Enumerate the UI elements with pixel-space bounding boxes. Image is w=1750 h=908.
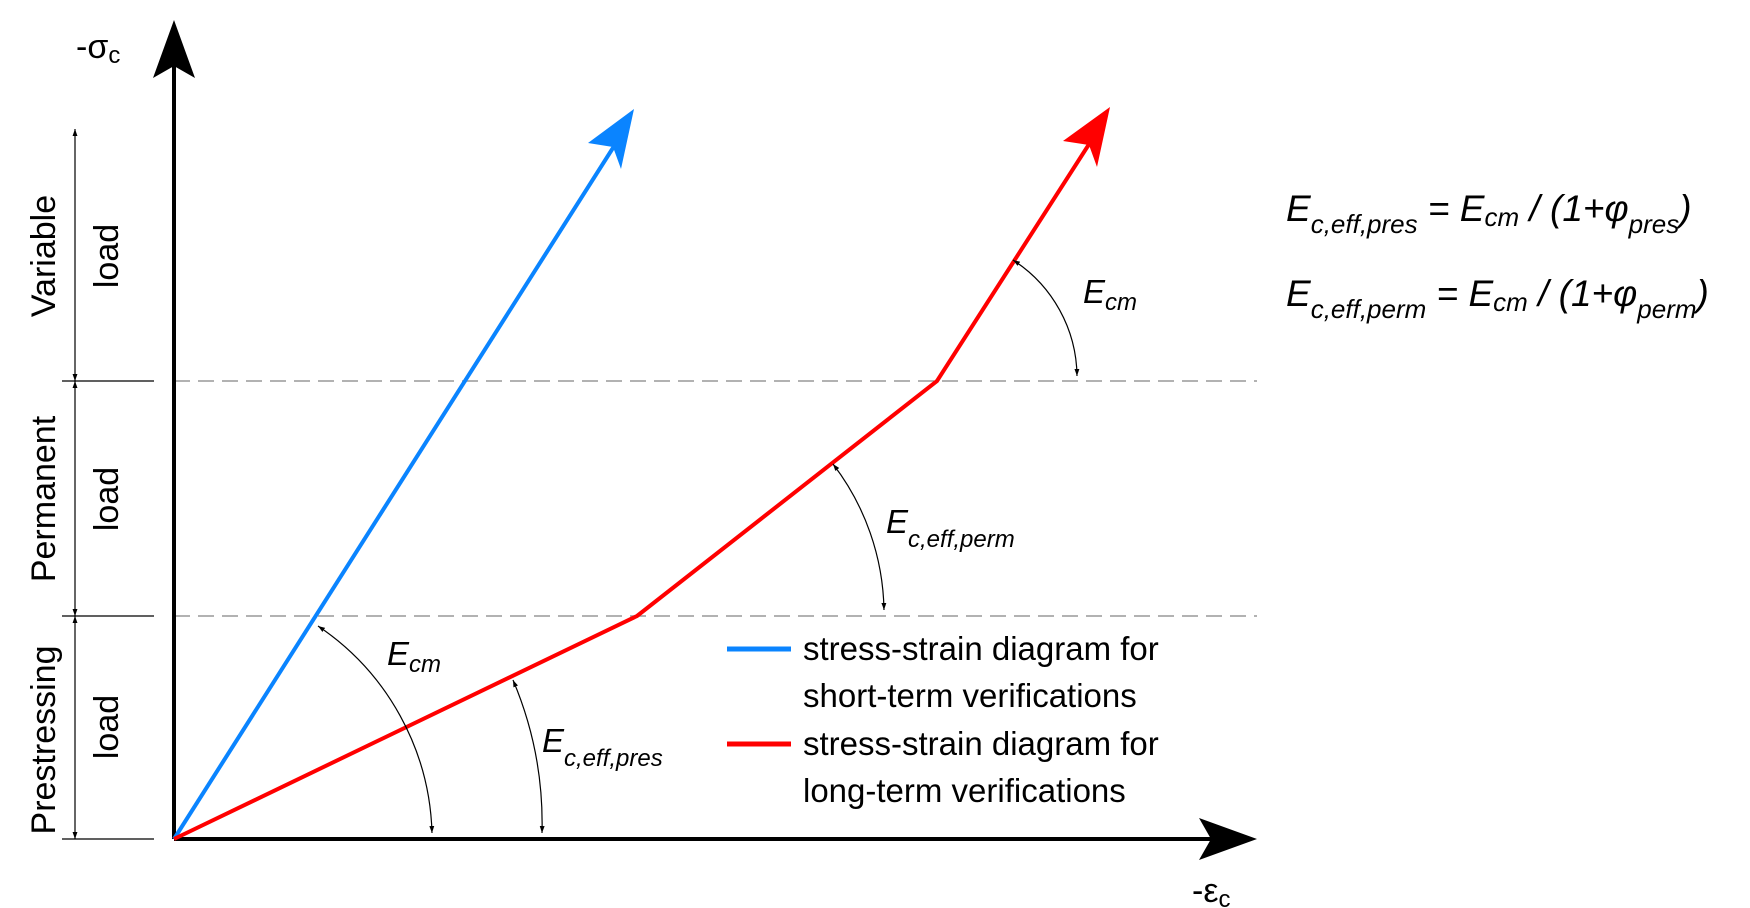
y-axis-label: -σc <box>76 28 120 69</box>
legend-label-short-term-line2: short-term verifications <box>803 677 1137 714</box>
x-axis-arrowhead <box>1199 818 1257 860</box>
zone-label-permanent: Permanent <box>25 415 63 582</box>
eff-pres-label: Ec,eff,pres <box>542 722 663 772</box>
load-zone-scale <box>62 129 154 840</box>
eff-pres-angle-arc <box>512 679 545 834</box>
ecm-long-label: Ecm <box>1083 273 1137 316</box>
zone-sublabel-variable: load <box>88 224 126 288</box>
legend-label-short-term-line1: stress-strain diagram for <box>803 630 1159 667</box>
zone-sublabel-prestressing: load <box>88 695 126 759</box>
legend-label-long-term-line2: long-term verifications <box>803 772 1126 809</box>
x-axis-label: -εc <box>1192 872 1230 908</box>
formula-eff-perm: Ec,eff,perm = Ecm / (1+φperm) <box>1286 273 1709 324</box>
y-axis-arrowhead <box>153 20 195 78</box>
legend: stress-strain diagram for short-term ver… <box>727 630 1159 809</box>
short-term-series-arrowhead <box>588 109 634 169</box>
short-term-series-line <box>172 138 620 841</box>
long-term-series-arrowhead <box>1063 107 1110 167</box>
legend-label-long-term-line1: stress-strain diagram for <box>803 725 1159 762</box>
ecm-short-label: Ecm <box>387 635 441 678</box>
zone-sublabel-permanent: load <box>88 467 126 531</box>
formula-eff-pres: Ec,eff,pres = Ecm / (1+φpres) <box>1286 188 1692 239</box>
ecm-long-angle-arc <box>1012 259 1080 377</box>
zone-label-variable: Variable <box>25 195 63 317</box>
eff-perm-label: Ec,eff,perm <box>886 503 1015 553</box>
zone-label-prestressing: Prestressing <box>25 646 63 835</box>
ecm-short-angle-arc <box>317 625 435 834</box>
eff-perm-angle-arc <box>832 463 887 611</box>
